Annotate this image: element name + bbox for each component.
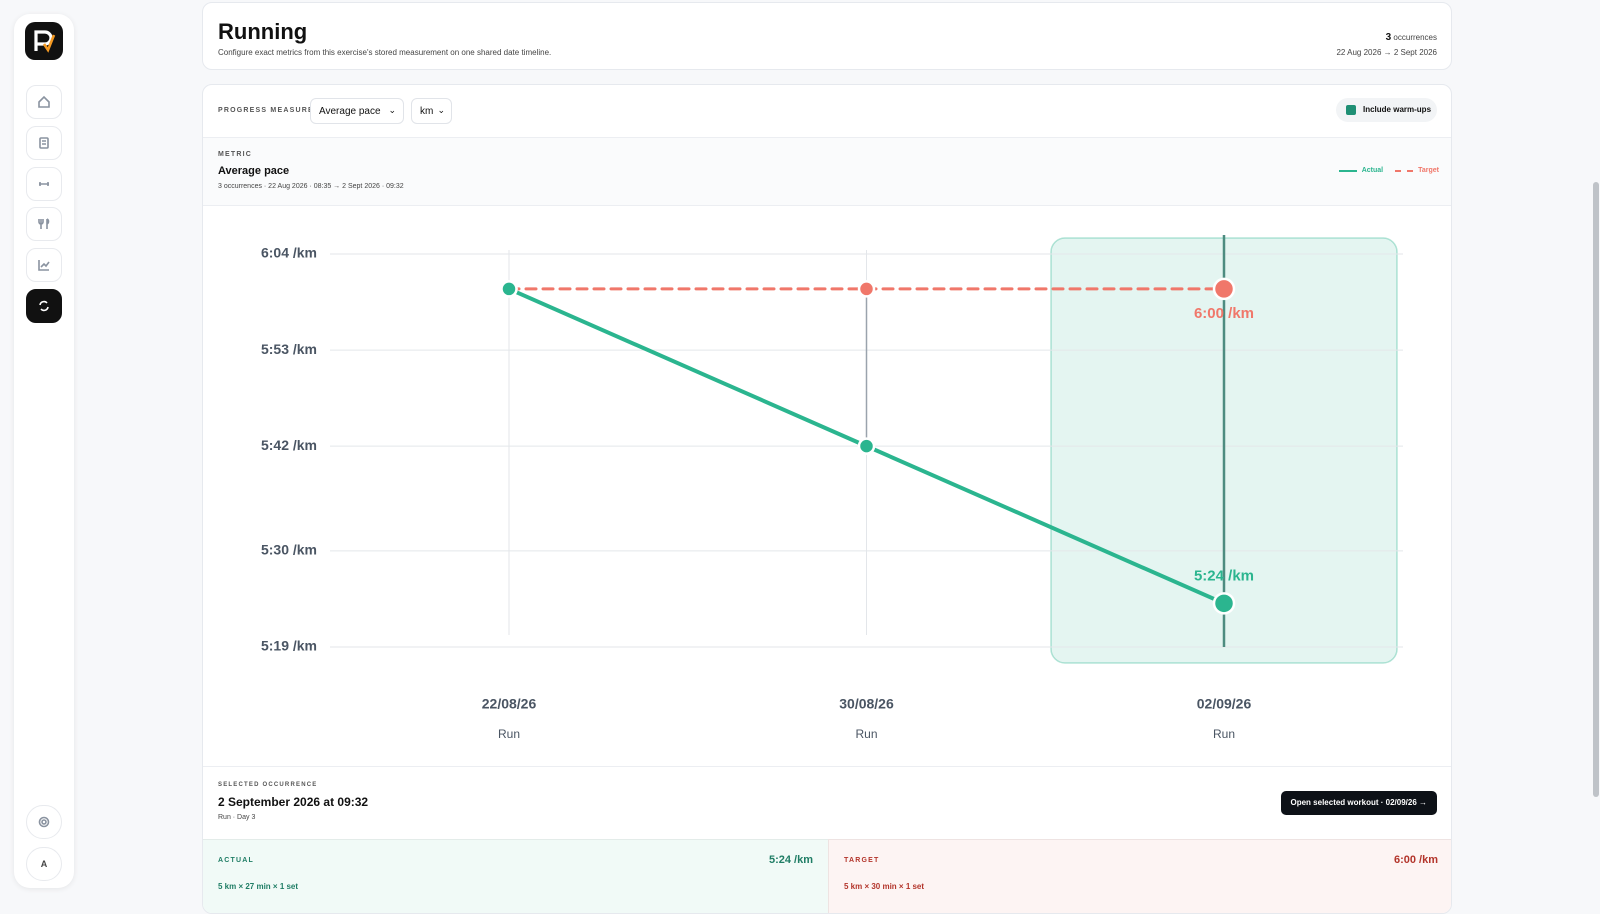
legend: Actual Target — [1338, 167, 1439, 174]
chart: 6:04 /km 5:53 /km 5:42 /km 5:30 /km 5:19 /km… — [261, 235, 1403, 741]
x-tick-sublabel: Run — [1213, 727, 1235, 741]
warmups-toggle[interactable]: Include warm-ups — [1336, 98, 1437, 122]
legend-label: Actual — [1361, 167, 1384, 174]
data-point — [1212, 277, 1236, 301]
avatar[interactable]: A — [26, 847, 62, 881]
occurrences: 3 occurrences — [1386, 32, 1437, 43]
data-point — [1212, 592, 1236, 615]
divider — [203, 205, 1451, 206]
unit-select[interactable]: km ⌄ — [411, 98, 452, 124]
target-value: 6:00 /km — [1393, 854, 1438, 866]
metric-meta: 3 occurrences · 22 Aug 2026 · 08:35 → 2 … — [218, 183, 404, 190]
nav-progress[interactable] — [26, 289, 62, 323]
open-workout-button[interactable]: Open selected workout · 02/09/26 → — [1280, 791, 1437, 815]
nav-stats[interactable] — [26, 248, 62, 282]
measure-label: PROGRESS MEASURE — [218, 107, 314, 114]
progress-card: PROGRESS MEASURE Average pace ⌄ km ⌄ Inclu… — [202, 84, 1452, 914]
y-tick-label: 5:19 /km — [261, 638, 317, 654]
data-point — [857, 437, 876, 455]
selected-label: SELECTED OCCURRENCE — [218, 782, 318, 788]
actual-detail: 5 km × 27 min × 1 set — [218, 882, 299, 891]
nav-settings[interactable] — [26, 805, 62, 839]
target-detail: 5 km × 30 min × 1 set — [844, 882, 925, 891]
logo[interactable] — [25, 22, 63, 60]
nav-exercises[interactable] — [26, 167, 62, 201]
divider — [203, 137, 1451, 138]
metric-name: Average pace — [218, 165, 290, 177]
measure-value: Average pace — [319, 106, 381, 117]
target-panel: TARGET 6:00 /km 5 km × 30 min × 1 set — [828, 839, 1451, 913]
value-label: 5:24 /km — [1194, 567, 1254, 584]
selected-subtitle: Run · Day 3 — [218, 814, 256, 821]
x-tick-sublabel: Run — [855, 727, 877, 741]
occurrence-word: occurrences — [1393, 33, 1437, 42]
data-point — [857, 280, 876, 298]
value-label: 6:00 /km — [1194, 305, 1254, 322]
nav-home[interactable] — [26, 85, 62, 119]
actual-panel: ACTUAL 5:24 /km 5 km × 27 min × 1 set — [203, 839, 828, 913]
x-tick-label: 02/09/26 — [1197, 696, 1252, 712]
chevron: ⌄ — [388, 105, 396, 115]
actual-value: 5:24 /km — [768, 854, 813, 866]
y-tick-label: 6:04 /km — [261, 245, 317, 261]
scrollbar-thumb[interactable] — [1593, 182, 1599, 797]
logo-mark — [34, 30, 56, 53]
measure-select[interactable]: Average pace ⌄ — [310, 98, 404, 124]
x-tick-label: 22/08/26 — [482, 696, 537, 712]
data-point — [500, 280, 518, 298]
metric-label: METRIC — [218, 151, 253, 158]
page-title: Running — [218, 19, 308, 44]
legend-item: Actual — [1338, 167, 1384, 174]
occurrence-count: 3 — [1385, 32, 1392, 43]
nav-nutrition[interactable] — [26, 207, 62, 241]
legend-swatch — [1338, 169, 1357, 172]
divider — [203, 766, 1451, 767]
checkbox — [1346, 105, 1356, 115]
x-tick-label: 30/08/26 — [839, 696, 894, 712]
y-tick-label: 5:53 /km — [261, 341, 317, 357]
header-card: Running Configure exact metrics from thi… — [202, 2, 1452, 70]
actual-label: ACTUAL — [218, 857, 254, 864]
page-subtitle: Configure exact metrics from this exerci… — [218, 48, 552, 57]
target-label: TARGET — [844, 857, 880, 864]
legend-label: Target — [1418, 167, 1439, 174]
y-tick-label: 5:30 /km — [261, 542, 317, 558]
sidebar: A — [14, 14, 74, 888]
selected-title: 2 September 2026 at 09:32 — [218, 795, 369, 809]
y-tick-label: 5:42 /km — [261, 437, 317, 453]
nav-log[interactable] — [26, 126, 62, 160]
x-tick-sublabel: Run — [498, 727, 520, 741]
chevron: ⌄ — [437, 105, 445, 115]
legend-swatch — [1395, 169, 1414, 172]
date-range: 22 Aug 2026 → 2 Sept 2026 — [1336, 48, 1437, 57]
warmups-label: Include warm-ups — [1363, 105, 1432, 114]
unit-value: km — [420, 106, 434, 117]
legend-item: Target — [1395, 167, 1439, 174]
metric-header: METRIC Average pace 3 occurrences · 22 A… — [203, 138, 1451, 205]
